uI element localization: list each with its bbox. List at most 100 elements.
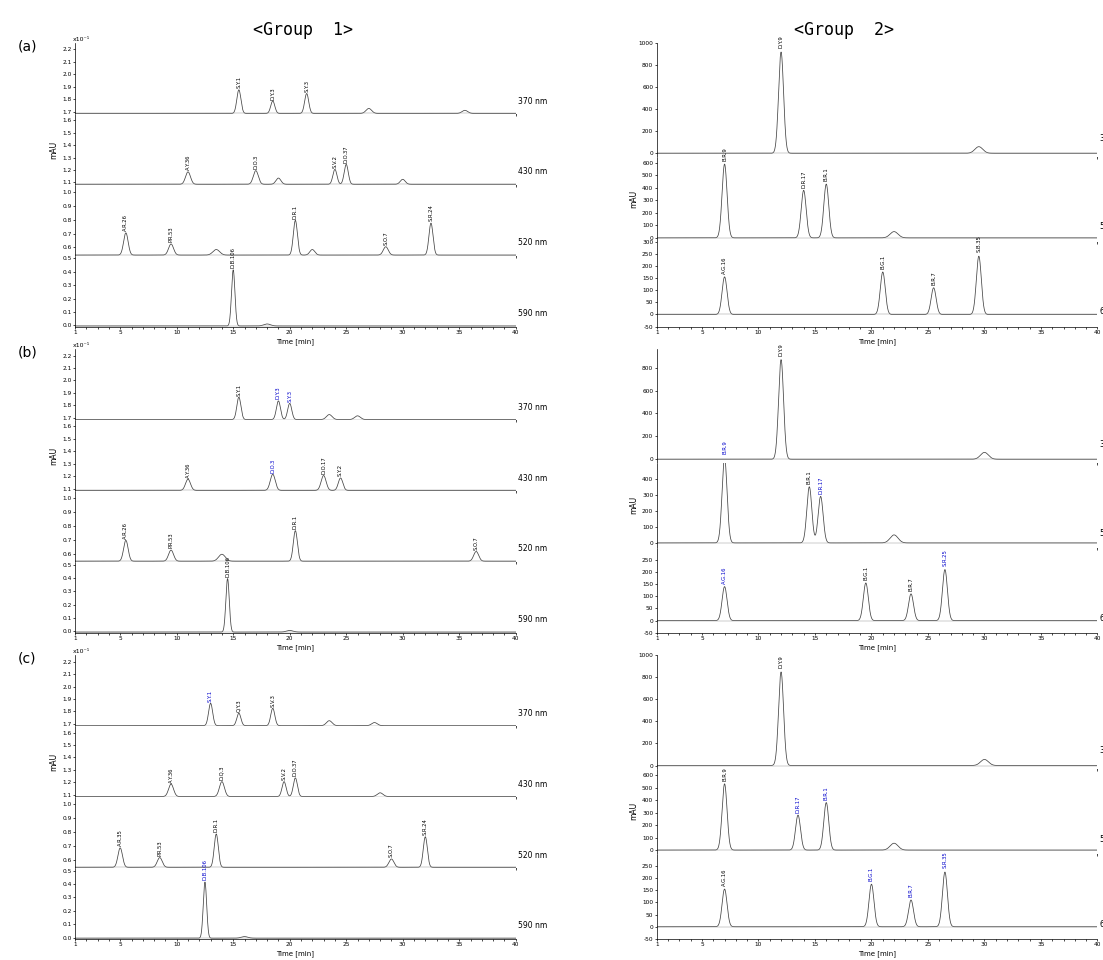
Text: D.O.3: D.O.3 <box>254 155 258 169</box>
Text: B.R.7: B.R.7 <box>909 883 913 898</box>
X-axis label: Time [min]: Time [min] <box>858 338 896 345</box>
X-axis label: Time [min]: Time [min] <box>858 950 896 957</box>
Y-axis label: mAU: mAU <box>629 190 638 208</box>
Text: D.O.17: D.O.17 <box>321 456 326 474</box>
Text: (a): (a) <box>18 39 38 54</box>
Text: B.R.7: B.R.7 <box>931 272 936 285</box>
Text: A.R.26: A.R.26 <box>124 521 128 539</box>
Text: S.B.35: S.B.35 <box>976 235 982 252</box>
Text: P.R.53: P.R.53 <box>158 840 162 856</box>
Text: B.R.9: B.R.9 <box>722 767 727 780</box>
X-axis label: Time [min]: Time [min] <box>858 644 896 651</box>
Text: S.Y.3: S.Y.3 <box>304 80 309 92</box>
Text: S.Y.1: S.Y.1 <box>236 76 242 88</box>
Text: x10⁻¹: x10⁻¹ <box>73 649 90 654</box>
Text: 520 nm: 520 nm <box>518 544 547 553</box>
Y-axis label: mAU: mAU <box>50 446 58 465</box>
Text: S.R.24: S.R.24 <box>422 818 428 835</box>
Text: D.R.1: D.R.1 <box>293 515 298 529</box>
X-axis label: Time [min]: Time [min] <box>277 950 314 957</box>
Y-axis label: mAU: mAU <box>629 803 638 821</box>
Text: 625 nm: 625 nm <box>1100 920 1103 928</box>
Text: D.Q.3: D.Q.3 <box>219 766 224 780</box>
Text: 520 nm: 520 nm <box>518 238 547 248</box>
Text: 370 nm: 370 nm <box>1100 134 1103 143</box>
Text: 370 nm: 370 nm <box>518 402 547 412</box>
Text: B.R.9: B.R.9 <box>722 147 727 161</box>
Text: S.O.7: S.O.7 <box>389 844 394 857</box>
Text: P.R.53: P.R.53 <box>169 227 173 242</box>
Text: A.R.26: A.R.26 <box>124 214 128 231</box>
Y-axis label: mAU: mAU <box>50 753 58 771</box>
Text: D.R.17: D.R.17 <box>801 171 806 188</box>
Text: S.Y.1: S.Y.1 <box>236 384 242 396</box>
Text: 625 nm: 625 nm <box>1100 613 1103 622</box>
Text: x10⁻¹: x10⁻¹ <box>73 36 90 42</box>
Text: A.Y.36: A.Y.36 <box>185 155 191 170</box>
Text: S.Y.2: S.Y.2 <box>338 465 343 476</box>
Text: D.R.1: D.R.1 <box>293 204 298 219</box>
Text: B.R.9: B.R.9 <box>722 441 727 454</box>
X-axis label: Time [min]: Time [min] <box>277 644 314 651</box>
Text: (b): (b) <box>18 346 38 360</box>
Text: D.O.3: D.O.3 <box>270 459 276 472</box>
Text: A.Y.36: A.Y.36 <box>169 767 173 782</box>
Text: 520 nm: 520 nm <box>1100 834 1103 844</box>
Text: A.G.16: A.G.16 <box>722 566 727 584</box>
Text: S.R.24: S.R.24 <box>428 204 433 222</box>
Text: 520 nm: 520 nm <box>518 851 547 859</box>
Text: B.R.7: B.R.7 <box>909 577 913 591</box>
Text: 520 nm: 520 nm <box>1100 529 1103 538</box>
Text: S.O.7: S.O.7 <box>383 231 388 245</box>
Text: D.Y.9: D.Y.9 <box>779 36 783 48</box>
Text: B.G.1: B.G.1 <box>869 867 874 881</box>
Text: 370 nm: 370 nm <box>1100 440 1103 449</box>
Text: 520 nm: 520 nm <box>1100 223 1103 231</box>
Text: x10⁻¹: x10⁻¹ <box>73 343 90 348</box>
Text: D.Y.3: D.Y.3 <box>270 87 276 100</box>
Text: Q.Y.3: Q.Y.3 <box>236 699 242 711</box>
Text: D.B.106: D.B.106 <box>231 248 236 268</box>
Text: 590 nm: 590 nm <box>518 922 547 930</box>
Text: 430 nm: 430 nm <box>518 473 547 483</box>
Text: B.R.1: B.R.1 <box>824 168 828 181</box>
Text: S.Y.1: S.Y.1 <box>208 689 213 702</box>
Text: S.Y.3: S.Y.3 <box>287 390 292 402</box>
Text: 430 nm: 430 nm <box>518 780 547 789</box>
Text: D.Y.9: D.Y.9 <box>779 343 783 356</box>
Text: A.R.35: A.R.35 <box>118 829 122 846</box>
Text: B.R.1: B.R.1 <box>824 786 828 800</box>
Text: A.G.16: A.G.16 <box>722 869 727 886</box>
Text: D.B.106: D.B.106 <box>225 556 231 577</box>
Y-axis label: mAU: mAU <box>629 496 638 515</box>
X-axis label: Time [min]: Time [min] <box>277 338 314 345</box>
Text: B.G.1: B.G.1 <box>880 254 886 269</box>
Text: 430 nm: 430 nm <box>518 167 547 177</box>
Text: D.Y.9: D.Y.9 <box>779 656 783 668</box>
Text: <Group  2>: <Group 2> <box>794 21 893 39</box>
Text: S.O.7: S.O.7 <box>473 536 479 550</box>
Text: D.R.1: D.R.1 <box>214 818 218 832</box>
Text: (c): (c) <box>18 652 36 666</box>
Text: 590 nm: 590 nm <box>518 615 547 624</box>
Text: A.Y.36: A.Y.36 <box>185 462 191 478</box>
Text: A.G.16: A.G.16 <box>722 256 727 274</box>
Text: <Group  1>: <Group 1> <box>254 21 353 39</box>
Text: P.R.53: P.R.53 <box>169 533 173 548</box>
Text: S.R.25: S.R.25 <box>942 549 947 566</box>
Text: D.O.37: D.O.37 <box>344 145 349 163</box>
Text: 370 nm: 370 nm <box>1100 746 1103 756</box>
Text: D.O.37: D.O.37 <box>293 758 298 777</box>
Text: 590 nm: 590 nm <box>518 309 547 318</box>
Text: D.R.17: D.R.17 <box>818 476 823 493</box>
Text: D.R.17: D.R.17 <box>795 796 801 813</box>
Text: D.B.106: D.B.106 <box>203 859 207 880</box>
Text: D.Y.3: D.Y.3 <box>276 387 281 399</box>
Text: 625 nm: 625 nm <box>1100 307 1103 317</box>
Text: S.V.2: S.V.2 <box>332 155 338 168</box>
Text: B.R.1: B.R.1 <box>806 470 812 484</box>
Text: S.R.35: S.R.35 <box>942 852 947 869</box>
Text: 370 nm: 370 nm <box>518 708 547 718</box>
Text: B.G.1: B.G.1 <box>864 565 868 580</box>
Text: 370 nm: 370 nm <box>518 97 547 106</box>
